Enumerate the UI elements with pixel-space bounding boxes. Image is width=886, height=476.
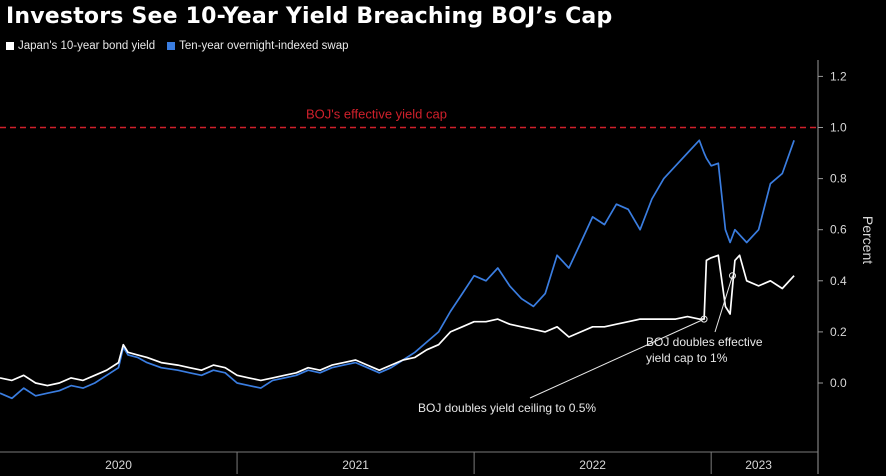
y-tick-label: 0.0 [830, 376, 847, 390]
x-tick-label: 2022 [579, 458, 606, 472]
y-tick-label: 1.2 [830, 69, 847, 83]
reference-line-group: BOJ's effective yield cap [0, 107, 818, 129]
y-tick-label: 0.6 [830, 223, 847, 237]
annotation-text-2-line: BOJ doubles effective [646, 335, 763, 349]
x-tick-label: 2021 [342, 458, 369, 472]
y-tick-label: 0.8 [830, 172, 847, 186]
legend-swatch-jgb [6, 42, 14, 50]
yield-cap-label: BOJ's effective yield cap [306, 107, 447, 122]
annotation-text-1: BOJ doubles yield ceiling to 0.5% [418, 401, 596, 415]
x-axis: 2020 2021 2022 2023 [105, 452, 772, 474]
annotation-leader-2 [714, 275, 733, 333]
plot-frame [0, 60, 819, 474]
legend-item-ois: Ten-year overnight-indexed swap [167, 40, 349, 52]
legend: Japan's 10-year bond yield Ten-year over… [6, 40, 349, 52]
annotation-leader-1 [529, 318, 705, 399]
y-tick-label: 0.4 [830, 274, 847, 288]
legend-swatch-ois [167, 42, 176, 50]
chart-title: Investors See 10-Year Yield Breaching BO… [6, 4, 613, 29]
legend-label-ois: Ten-year overnight-indexed swap [179, 40, 349, 52]
y-axis-label: Percent [860, 216, 876, 264]
legend-label-jgb: Japan's 10-year bond yield [18, 40, 156, 52]
series-line-1 [0, 139, 795, 400]
annotation-marker-2 [729, 272, 737, 280]
legend-item-jgb: Japan's 10-year bond yield [6, 40, 155, 52]
annotations: BOJ doubles yield ceiling to 0.5% BOJ dou… [418, 272, 763, 415]
annotation-text-2-line: yield cap to 1% [646, 351, 728, 365]
y-tick-label: 1.0 [830, 121, 847, 135]
annotation-marker-1 [700, 315, 708, 323]
x-tick-label: 2020 [105, 458, 132, 472]
y-axis: 1.2 1.0 0.8 0.6 0.4 0.2 0.0 [818, 69, 847, 390]
y-tick-label: 0.2 [830, 325, 847, 339]
x-tick-label: 2023 [745, 458, 772, 472]
